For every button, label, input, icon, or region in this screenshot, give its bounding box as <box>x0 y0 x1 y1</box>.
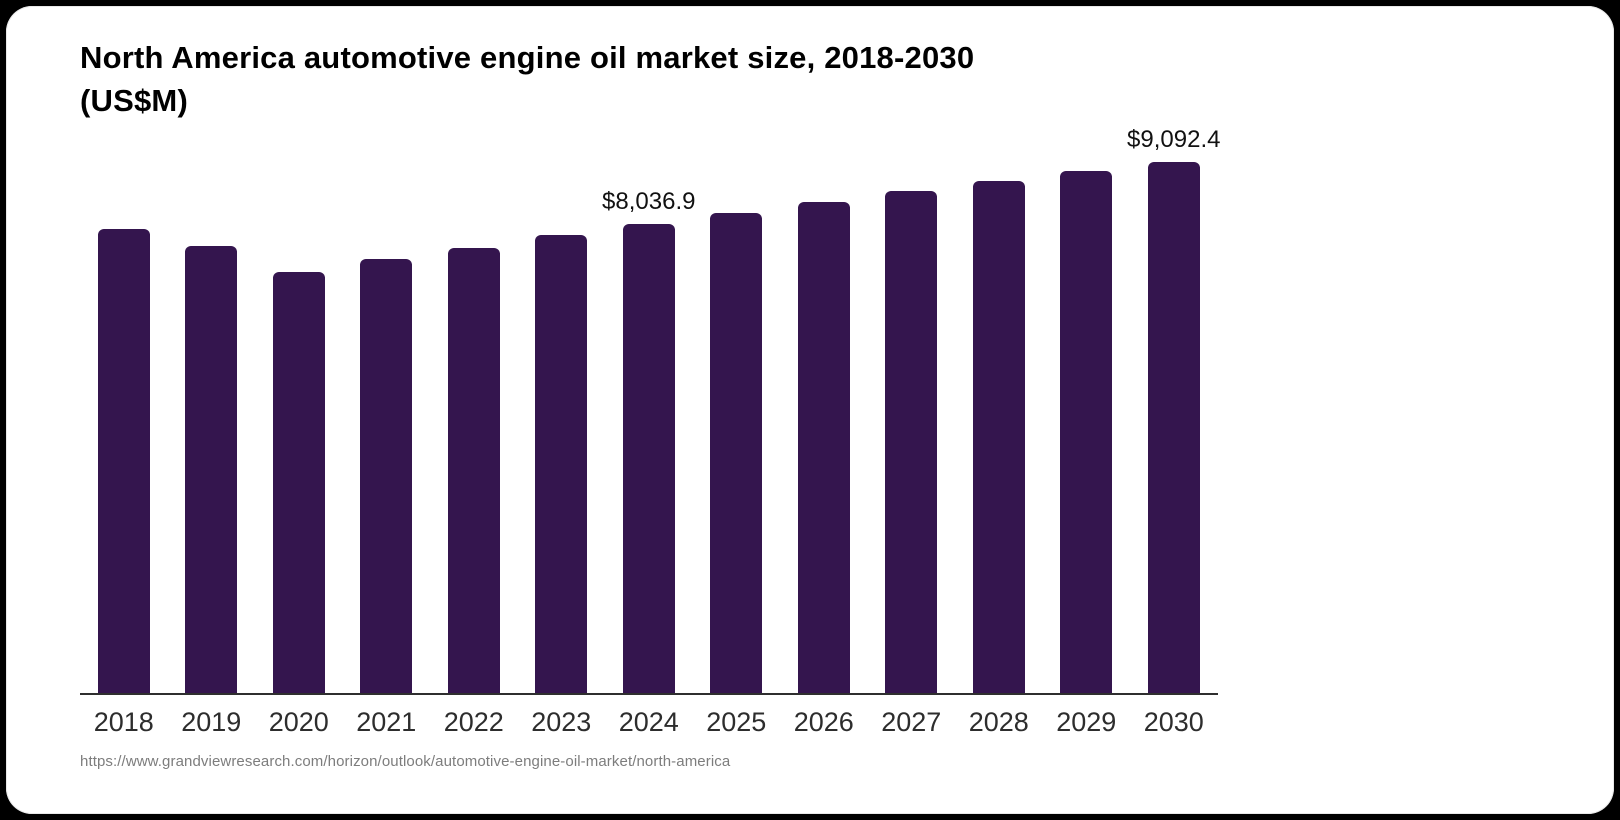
bar-2029 <box>1060 171 1113 693</box>
bar-group-2022 <box>430 248 518 693</box>
bar-value-label-2024: $8,036.9 <box>602 188 696 215</box>
x-tick-label-2027: 2027 <box>881 707 942 737</box>
bar-2025 <box>710 213 763 693</box>
bar-2023 <box>535 235 588 693</box>
x-tick-label-2026: 2026 <box>793 707 854 737</box>
x-tick-label-2022: 2022 <box>443 707 504 737</box>
bar-value-label-2030: $9,092.4 <box>1127 126 1221 153</box>
bar-group-2021 <box>343 259 431 693</box>
bar-group-2018 <box>80 229 168 693</box>
bar-2021 <box>360 259 413 693</box>
chart-card: North America automotive engine oil mark… <box>6 6 1614 814</box>
x-tick-label-2021: 2021 <box>356 707 417 737</box>
bar-group-2019 <box>168 246 256 693</box>
x-tick-label-2025: 2025 <box>706 707 767 737</box>
x-tick-label-2020: 2020 <box>268 707 329 737</box>
chart-title-line2: (US$M) <box>80 83 188 118</box>
chart-title-line1: North America automotive engine oil mark… <box>80 40 975 75</box>
bar-2030 <box>1147 162 1200 693</box>
x-axis-labels: 2018 2019 2020 2021 2022 2023 2024 2025 2026 2027… <box>80 707 1218 738</box>
bar-group-2025 <box>693 213 781 693</box>
bar-group-2030: $9,092.4 <box>1127 126 1221 693</box>
bar-2019 <box>185 246 238 693</box>
bar-group-2024: $8,036.9 <box>602 188 696 693</box>
bar-group-2026 <box>780 202 868 693</box>
bar-2022 <box>447 248 500 693</box>
bar-group-2020 <box>255 272 343 693</box>
bar-group-2028 <box>955 181 1043 693</box>
x-tick-label-2030: 2030 <box>1143 707 1204 737</box>
bar-group-2029 <box>1043 171 1131 693</box>
bar-group-2027 <box>868 191 956 693</box>
chart-title: North America automotive engine oil mark… <box>80 36 1280 122</box>
bar-2027 <box>885 191 938 693</box>
bar-2018 <box>97 229 150 693</box>
x-tick-label-2029: 2029 <box>1056 707 1117 737</box>
bar-2028 <box>972 181 1025 693</box>
x-tick-label-2018: 2018 <box>93 707 154 737</box>
x-tick-label-2023: 2023 <box>531 707 592 737</box>
x-tick-label-2028: 2028 <box>968 707 1029 737</box>
bar-2024 <box>622 224 675 693</box>
bar-2026 <box>797 202 850 693</box>
bar-group-2023 <box>518 235 606 693</box>
x-tick-label-2019: 2019 <box>181 707 242 737</box>
bar-chart-plot-area: $8,036.9 $9,092.4 <box>80 126 1220 695</box>
bar-2020 <box>272 272 325 693</box>
source-url: https://www.grandviewresearch.com/horizo… <box>80 753 731 770</box>
x-tick-label-2024: 2024 <box>618 707 679 737</box>
